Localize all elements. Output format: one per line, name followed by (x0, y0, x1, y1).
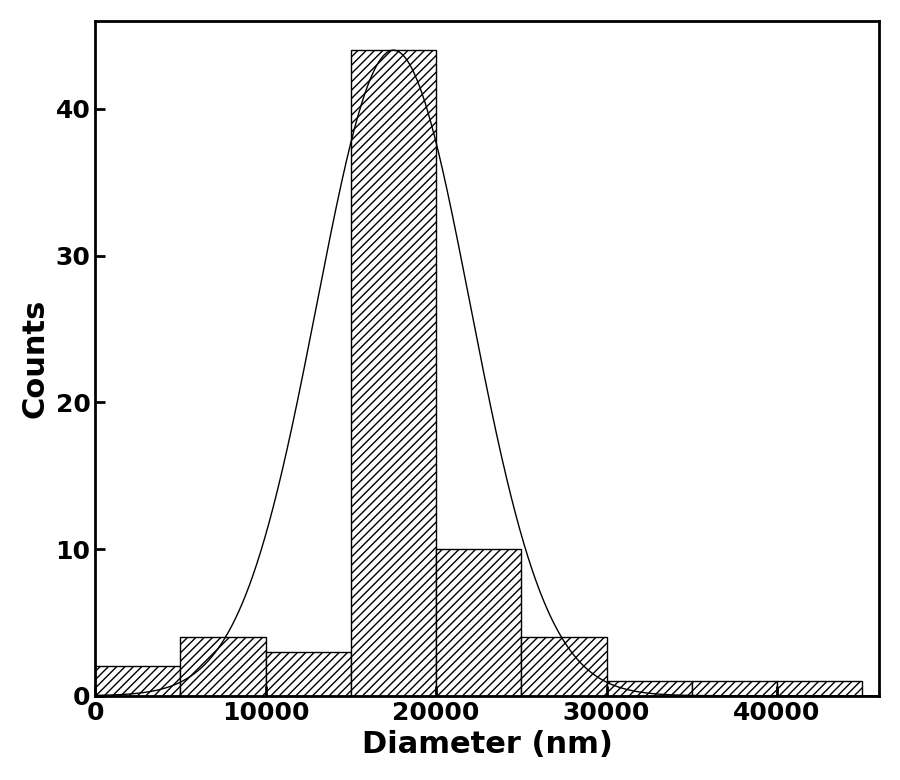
Bar (692, 681, 777, 696)
Bar (95, 666, 181, 696)
Bar (351, 50, 436, 696)
Bar (436, 549, 521, 696)
Bar (777, 681, 862, 696)
Bar (266, 652, 351, 696)
Y-axis label: Counts: Counts (21, 299, 50, 418)
Bar (521, 637, 607, 696)
Bar (181, 637, 266, 696)
X-axis label: Diameter (nm): Diameter (nm) (362, 730, 613, 759)
Bar (607, 681, 692, 696)
